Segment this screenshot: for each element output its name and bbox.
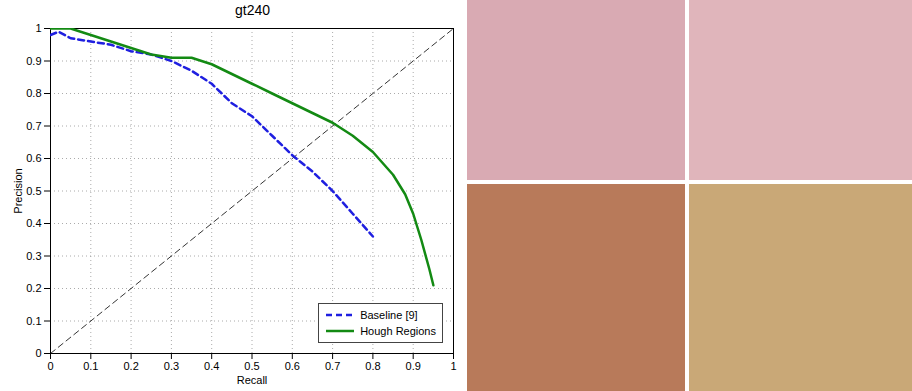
svg-text:0.1: 0.1 (83, 360, 98, 372)
svg-text:0: 0 (47, 360, 53, 372)
svg-text:0.2: 0.2 (123, 360, 138, 372)
svg-text:0.3: 0.3 (26, 250, 41, 262)
svg-text:0.5: 0.5 (26, 185, 41, 197)
svg-text:0.7: 0.7 (325, 360, 340, 372)
html-text:Hough Regions: Hough Regions (360, 325, 436, 337)
html-text:gt240: gt240 (235, 2, 270, 18)
svg-text:0.4: 0.4 (204, 360, 219, 372)
svg-text:0.1: 0.1 (26, 315, 41, 327)
svg-text:0.9: 0.9 (26, 55, 41, 67)
svg-text:0.9: 0.9 (406, 360, 421, 372)
svg-text:0: 0 (35, 347, 41, 359)
svg-text:0.6: 0.6 (285, 360, 300, 372)
svg-text:0.2: 0.2 (26, 282, 41, 294)
svg-text:0.8: 0.8 (26, 87, 41, 99)
svg-text:0.7: 0.7 (26, 120, 41, 132)
svg-text:0.8: 0.8 (365, 360, 380, 372)
svg-text:0.3: 0.3 (164, 360, 179, 372)
svg-text:Precision: Precision (12, 168, 24, 213)
svg-text:0.6: 0.6 (26, 152, 41, 164)
svg-text:0.5: 0.5 (244, 360, 259, 372)
html-text:Baseline [9]: Baseline [9] (360, 309, 418, 321)
svg-text:1: 1 (450, 360, 456, 372)
svg-text:Recall: Recall (237, 374, 268, 386)
svg-text:1: 1 (35, 22, 41, 34)
svg-text:0.4: 0.4 (26, 217, 41, 229)
